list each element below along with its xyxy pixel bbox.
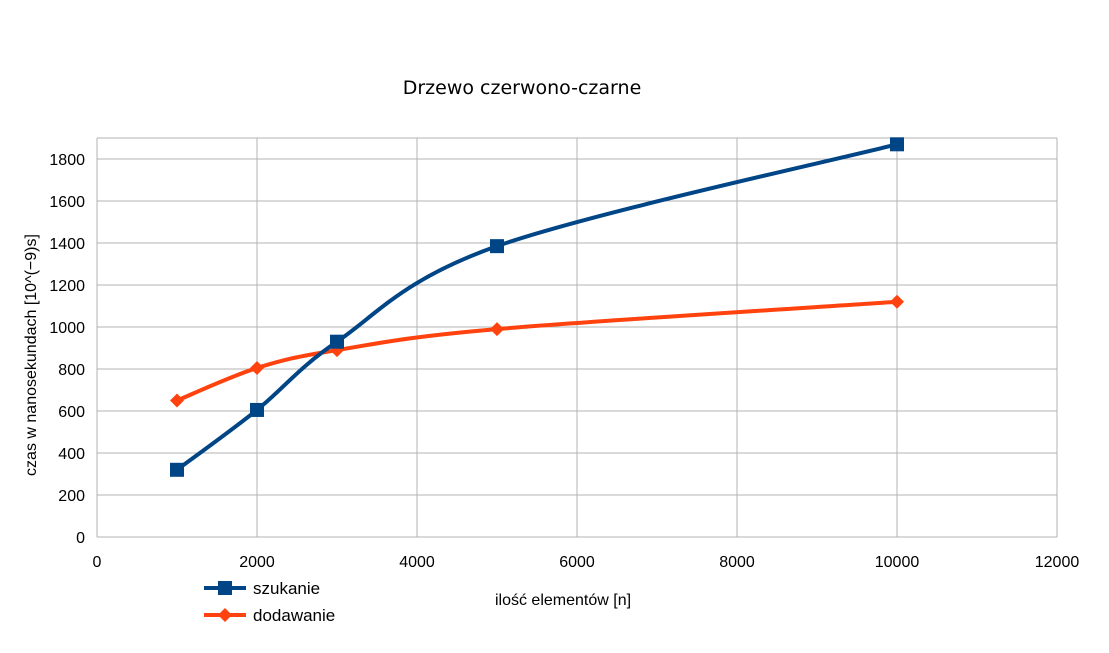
x-tick-label: 4000 [399,554,435,571]
y-tick-label: 200 [58,488,85,505]
y-tick-label: 800 [58,362,85,379]
y-tick-label: 1800 [49,152,85,169]
legend-marker [218,608,232,622]
y-tick-label: 0 [76,530,85,547]
data-point [890,137,904,152]
legend-entry: dodawanie [204,606,335,625]
x-tick-label: 2000 [239,554,275,571]
y-tick-label: 600 [58,404,85,421]
data-point [250,360,264,375]
legend-entry: szukanie [204,579,320,598]
data-point [170,462,184,477]
x-tick-label: 6000 [559,554,595,571]
data-point [490,322,504,337]
y-tick-label: 1000 [49,320,85,337]
legend: szukanie dodawanie [204,579,335,625]
data-point [490,239,504,254]
data-point [330,334,344,349]
y-tick-label: 1400 [49,236,85,253]
series-szukanie [170,137,904,477]
legend-label: szukanie [253,579,320,598]
chart-title: Drzewo czerwono-czarne [403,77,642,99]
x-tick-label: 0 [93,554,102,571]
series-layer [170,137,904,477]
x-axis-label: ilość elementów [n] [495,592,631,609]
x-tick-label: 12000 [1035,554,1080,571]
y-axis-ticks: 0 200 400 600 800 1000 1200 1400 1600 1800 [49,152,85,547]
data-point [250,402,264,417]
data-point [170,393,184,408]
grid [96,137,1058,538]
y-tick-label: 1600 [49,194,85,211]
series-line [175,299,899,403]
y-tick-label: 1200 [49,278,85,295]
y-axis-label: czas w nanosekundach [10^(−9)s] [23,234,40,476]
x-axis-ticks: 0 2000 4000 6000 8000 10000 12000 [93,554,1080,571]
x-tick-label: 10000 [875,554,920,571]
legend-marker [218,581,232,595]
data-point [890,294,904,309]
y-tick-label: 400 [58,446,85,463]
legend-label: dodawanie [253,606,335,625]
x-tick-label: 8000 [719,554,755,571]
